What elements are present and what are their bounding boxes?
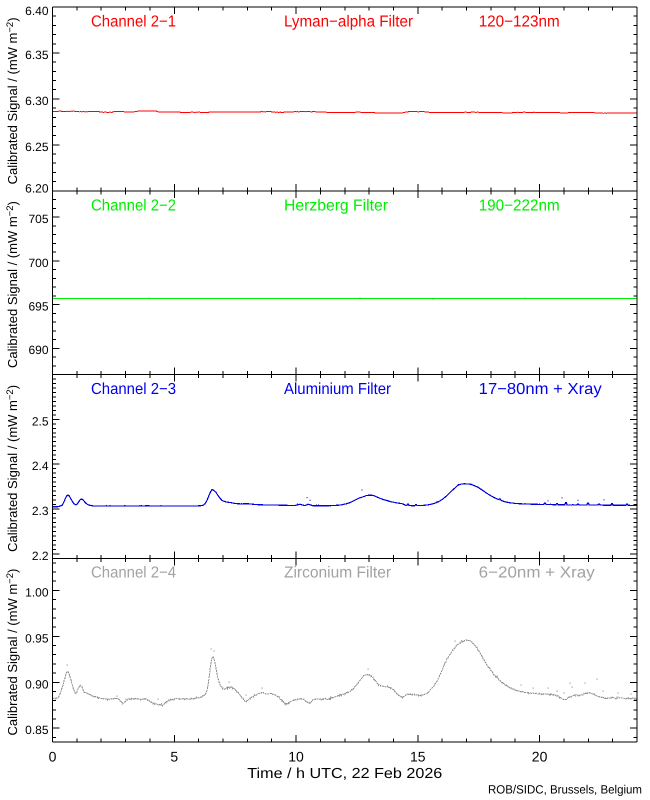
svg-text:20: 20 <box>532 749 548 765</box>
svg-text:700: 700 <box>28 256 48 270</box>
svg-text:6.25: 6.25 <box>25 140 49 154</box>
svg-text:ROB/SIDC, Brussels, Belgium: ROB/SIDC, Brussels, Belgium <box>488 783 642 797</box>
svg-text:Lyman−alpha Filter: Lyman−alpha Filter <box>284 14 414 31</box>
svg-text:705: 705 <box>28 212 48 226</box>
svg-text:2.5: 2.5 <box>32 414 49 428</box>
svg-text:10: 10 <box>288 749 304 765</box>
svg-text:15: 15 <box>410 749 426 765</box>
svg-text:6.35: 6.35 <box>25 48 49 62</box>
svg-text:5: 5 <box>170 749 178 765</box>
svg-text:2.2: 2.2 <box>32 549 49 563</box>
svg-text:Calibrated Signal / (mW m−2): Calibrated Signal / (mW m−2) <box>5 385 20 552</box>
svg-text:6.30: 6.30 <box>25 94 49 108</box>
svg-text:Calibrated Signal / (mW m−2): Calibrated Signal / (mW m−2) <box>5 201 20 368</box>
svg-text:Calibrated Signal / (mW m−2): Calibrated Signal / (mW m−2) <box>5 17 20 184</box>
svg-text:0.90: 0.90 <box>25 677 49 691</box>
svg-text:6−20nm + Xray: 6−20nm + Xray <box>479 565 595 582</box>
svg-text:190−222nm: 190−222nm <box>479 197 560 214</box>
svg-text:6.20: 6.20 <box>25 181 49 195</box>
svg-text:Herzberg Filter: Herzberg Filter <box>284 197 389 214</box>
svg-text:0.95: 0.95 <box>25 631 49 645</box>
svg-text:2.3: 2.3 <box>32 504 49 518</box>
svg-text:Calibrated Signal / (mW m−2): Calibrated Signal / (mW m−2) <box>5 569 20 736</box>
svg-text:17−80nm + Xray: 17−80nm + Xray <box>479 381 602 398</box>
svg-text:1.00: 1.00 <box>25 585 49 599</box>
svg-text:Channel 2−1: Channel 2−1 <box>91 14 176 31</box>
svg-text:0: 0 <box>49 749 57 765</box>
svg-text:Channel 2−2: Channel 2−2 <box>91 197 176 214</box>
svg-text:Time / h UTC, 22 Feb 2026: Time / h UTC, 22 Feb 2026 <box>247 766 442 782</box>
svg-text:Zirconium Filter: Zirconium Filter <box>284 565 392 582</box>
svg-text:690: 690 <box>28 343 48 357</box>
svg-text:Aluminium Filter: Aluminium Filter <box>284 381 392 398</box>
svg-text:Channel 2−4: Channel 2−4 <box>91 565 176 582</box>
svg-text:695: 695 <box>28 300 48 314</box>
svg-text:6.40: 6.40 <box>25 4 49 18</box>
svg-text:2.4: 2.4 <box>32 459 49 473</box>
svg-text:120−123nm: 120−123nm <box>479 14 560 31</box>
svg-text:Channel 2−3: Channel 2−3 <box>91 381 176 398</box>
svg-text:0.85: 0.85 <box>25 723 49 737</box>
